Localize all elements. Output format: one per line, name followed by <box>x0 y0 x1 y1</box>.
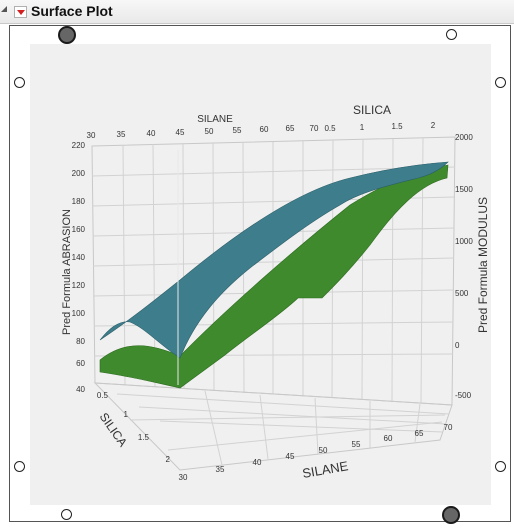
svg-text:120: 120 <box>72 281 86 290</box>
surface-plot-header: Surface Plot <box>0 0 514 24</box>
svg-text:55: 55 <box>233 126 242 135</box>
svg-text:30: 30 <box>87 131 96 140</box>
svg-text:50: 50 <box>205 127 214 136</box>
floor-grid <box>93 382 453 471</box>
right-axis-label: Pred Formula MODULUS <box>476 197 490 333</box>
svg-text:-500: -500 <box>455 391 472 400</box>
svg-text:60: 60 <box>76 359 85 368</box>
abrasion-surface <box>99 161 449 359</box>
svg-text:220: 220 <box>72 141 86 150</box>
resize-handle-left-bottom[interactable] <box>14 461 25 472</box>
svg-text:180: 180 <box>72 197 86 206</box>
svg-text:70: 70 <box>444 423 453 432</box>
back-silica-axis-label: SILICA <box>353 103 391 117</box>
svg-text:65: 65 <box>415 429 424 438</box>
svg-text:1: 1 <box>124 410 129 419</box>
svg-text:0.5: 0.5 <box>97 391 109 400</box>
svg-text:1000: 1000 <box>455 237 473 246</box>
svg-text:60: 60 <box>260 125 269 134</box>
svg-text:0: 0 <box>455 341 460 350</box>
svg-text:70: 70 <box>310 124 319 133</box>
svg-text:35: 35 <box>117 130 126 139</box>
resize-handle-right-top[interactable] <box>495 77 506 88</box>
back-top-silane-ticks: 30 35 40 45 50 55 60 65 70 <box>87 124 319 140</box>
svg-text:50: 50 <box>319 446 328 455</box>
resize-handle-left-top[interactable] <box>14 77 25 88</box>
right-axis-ticks: 2000 1500 1000 500 0 -500 <box>455 133 473 400</box>
svg-text:40: 40 <box>76 385 85 394</box>
back-silane-axis-label: SILANE <box>197 114 233 125</box>
svg-text:1: 1 <box>360 123 365 132</box>
modulus-surface <box>99 164 449 389</box>
svg-text:2000: 2000 <box>455 133 473 142</box>
left-axis-label: Pred Formula ABRASION <box>61 209 73 335</box>
rotation-handle-bottom-right[interactable] <box>442 506 460 524</box>
bottom-silane-ticks: 30 35 40 45 50 55 60 65 70 <box>179 423 453 482</box>
svg-text:55: 55 <box>352 440 361 449</box>
svg-text:160: 160 <box>72 225 86 234</box>
disclosure-triangle-icon[interactable] <box>1 6 7 12</box>
plot-background[interactable] <box>30 44 491 505</box>
svg-text:40: 40 <box>253 458 262 467</box>
svg-text:45: 45 <box>176 128 185 137</box>
svg-text:60: 60 <box>384 434 393 443</box>
svg-text:35: 35 <box>216 465 225 474</box>
svg-text:45: 45 <box>286 452 295 461</box>
svg-text:1500: 1500 <box>455 185 473 194</box>
svg-text:1.5: 1.5 <box>138 433 150 442</box>
resize-handle-bottom-left[interactable] <box>61 509 72 520</box>
bottom-silica-ticks: 0.5 1 1.5 2 <box>97 391 171 464</box>
svg-text:500: 500 <box>455 289 469 298</box>
svg-text:65: 65 <box>286 124 295 133</box>
svg-text:0.5: 0.5 <box>324 124 336 133</box>
panel-title: Surface Plot <box>31 3 113 19</box>
svg-text:140: 140 <box>72 253 86 262</box>
rotation-handle-top-left[interactable] <box>58 26 76 44</box>
left-axis-ticks: 220 200 180 160 140 120 100 80 60 40 <box>72 141 86 394</box>
svg-text:2: 2 <box>166 455 171 464</box>
svg-text:80: 80 <box>76 337 85 346</box>
back-top-silica-ticks: 0.5 1 1.5 2 <box>324 121 435 133</box>
svg-text:1.5: 1.5 <box>391 122 403 131</box>
svg-text:30: 30 <box>179 473 188 482</box>
bottom-silane-axis-label: SILANE <box>301 458 349 481</box>
red-menu-triangle-icon[interactable] <box>14 6 27 18</box>
resize-handle-top-right[interactable] <box>446 29 457 40</box>
svg-text:2: 2 <box>431 121 436 130</box>
resize-handle-right-bottom[interactable] <box>495 461 506 472</box>
svg-text:40: 40 <box>147 129 156 138</box>
svg-text:200: 200 <box>72 169 86 178</box>
svg-text:100: 100 <box>72 309 86 318</box>
